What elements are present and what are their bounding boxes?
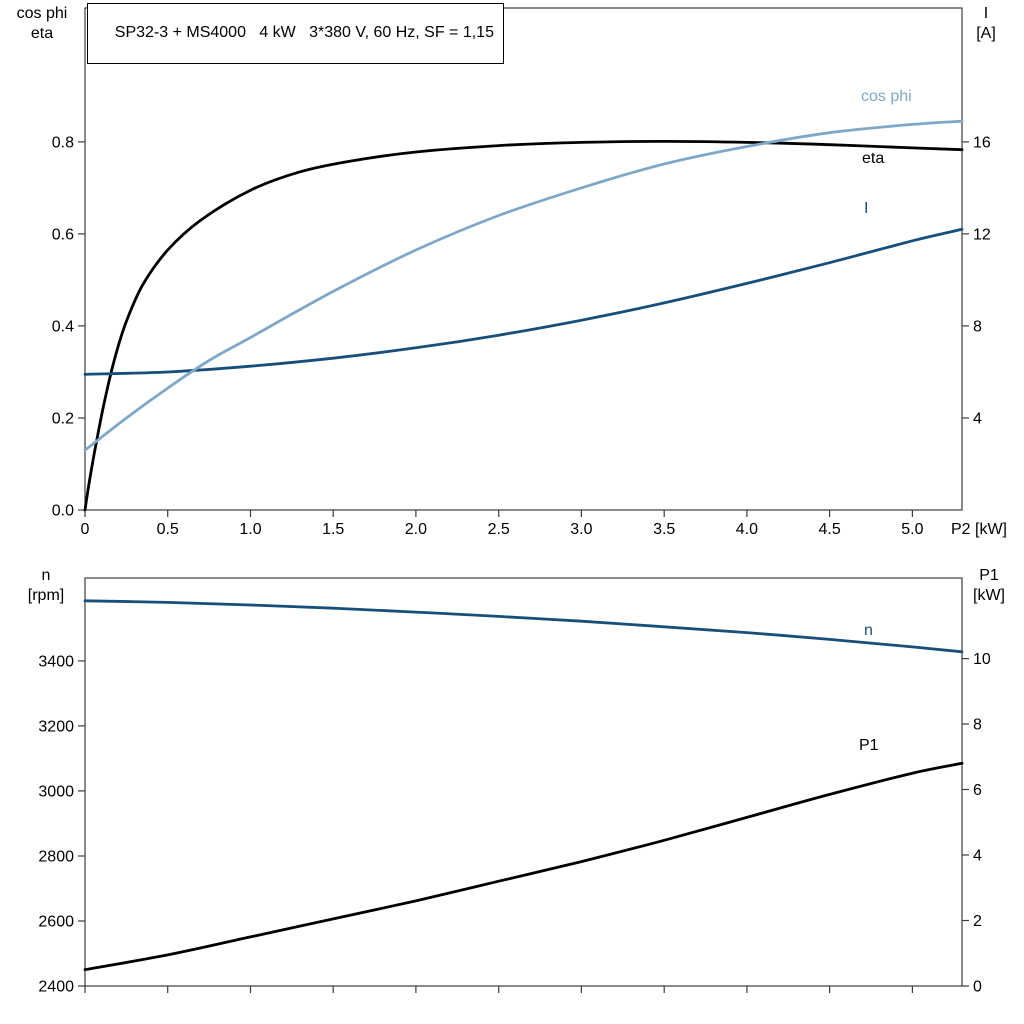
top-right-axis-title: I [A] <box>962 4 1010 44</box>
current-axis-unit: [A] <box>976 25 996 42</box>
x-tick-label: 0.5 <box>157 521 179 538</box>
x-tick-label: 0 <box>81 521 90 538</box>
x-tick-label: 3.0 <box>570 521 592 538</box>
eta-axis-label: eta <box>30 25 54 42</box>
series-i-curve <box>83 227 964 376</box>
x-tick-label: 4.5 <box>818 521 840 538</box>
x-tick-label: 1.0 <box>239 521 261 538</box>
bottom-right-axis-title: P1 [kW] <box>960 566 1018 606</box>
x-tick-label: 2.5 <box>488 521 510 538</box>
right-tick-label: 12 <box>973 226 991 243</box>
left-tick-label: 3000 <box>38 783 74 800</box>
current-axis-label: I <box>983 5 989 22</box>
right-tick-label: 8 <box>973 318 982 335</box>
right-tick-label: 10 <box>973 651 991 668</box>
speed-axis-label: n <box>41 567 51 584</box>
x-tick-label: 5.0 <box>901 521 923 538</box>
left-tick-label: 0.6 <box>52 226 74 243</box>
x-tick-label: 2.0 <box>405 521 427 538</box>
x-tick-label: 1.5 <box>322 521 344 538</box>
top-left-axis-title: cos phi eta <box>4 4 80 44</box>
chart-area-1: 2400 2600 2800 3000 3200 3400 0 2 4 6 8 10 <box>38 577 991 996</box>
p1-curve-label: P1 <box>859 737 879 754</box>
chart-title: SP32-3 + MS4000 4 kW 3*380 V, 60 Hz, SF … <box>114 24 494 41</box>
p1-axis-label: P1 <box>979 567 999 584</box>
plot-frame <box>84 7 963 511</box>
series-p1-curve <box>83 761 964 971</box>
left-tick-label: 2400 <box>38 979 74 996</box>
right-tick-label: 8 <box>973 717 982 734</box>
speed-axis-unit: [rpm] <box>27 587 65 604</box>
series-cos-phi-curve <box>83 119 964 452</box>
x-tick-label: 4.0 <box>736 521 758 538</box>
left-tick-label: 0.4 <box>52 318 74 335</box>
right-tick-label: 16 <box>973 134 991 151</box>
chart-title-box: SP32-3 + MS4000 4 kW 3*380 V, 60 Hz, SF … <box>87 3 504 64</box>
right-tick-label: 4 <box>973 411 982 428</box>
left-tick-label: 2600 <box>38 914 74 931</box>
left-tick-label: 3200 <box>38 718 74 735</box>
series-n-curve <box>83 599 964 654</box>
eta-curve-label: eta <box>862 150 885 167</box>
plot-frame <box>84 577 963 987</box>
cos-phi-axis-label: cos phi <box>16 5 68 22</box>
right-tick-label: 0 <box>973 979 982 996</box>
chart-area-0: 0 0.5 1.0 1.5 2.0 2.5 3.0 3.5 4.0 4.5 5.0 P2 [kW] 0.… <box>52 7 1007 538</box>
cos-phi-curve-label: cos phi <box>861 88 912 105</box>
right-tick-label: 2 <box>973 913 982 930</box>
current-curve-label: I <box>864 200 869 217</box>
left-tick-label: 0.8 <box>52 134 74 151</box>
left-tick-label: 0.2 <box>52 411 74 428</box>
speed-curve-label: n <box>864 622 873 639</box>
left-tick-label: 2800 <box>38 849 74 866</box>
bottom-left-axis-title: n [rpm] <box>12 566 80 606</box>
x-axis-label: P2 [kW] <box>951 521 1007 538</box>
x-tick-label: 3.5 <box>653 521 675 538</box>
left-tick-label: 3400 <box>38 653 74 670</box>
right-tick-label: 4 <box>973 848 982 865</box>
left-tick-label: 0.0 <box>52 503 74 520</box>
right-tick-label: 6 <box>973 782 982 799</box>
p1-axis-unit: [kW] <box>973 587 1005 604</box>
series-eta-curve <box>83 140 964 512</box>
